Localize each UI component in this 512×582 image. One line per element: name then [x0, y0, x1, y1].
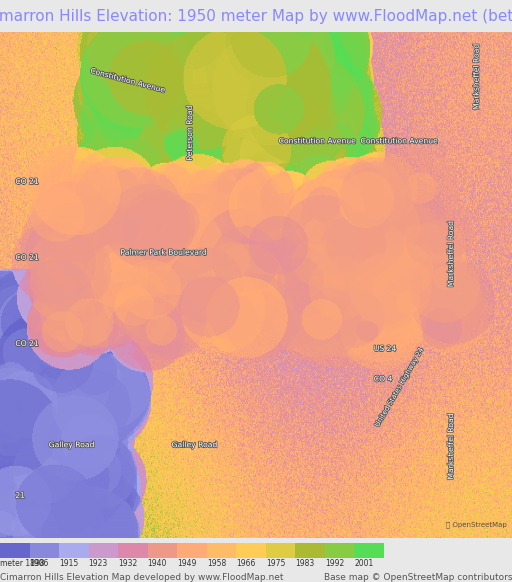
- Text: 1975: 1975: [266, 559, 285, 568]
- FancyBboxPatch shape: [266, 542, 295, 558]
- Text: Base map © OpenStreetMap contributors: Base map © OpenStreetMap contributors: [324, 573, 512, 582]
- Text: 1940: 1940: [147, 559, 167, 568]
- Text: Ⓜ OpenStreetMap: Ⓜ OpenStreetMap: [446, 521, 507, 528]
- Text: Cimarron Hills Elevation: 1950 meter Map by www.FloodMap.net (beta): Cimarron Hills Elevation: 1950 meter Map…: [0, 9, 512, 23]
- Text: US 24: US 24: [374, 344, 396, 353]
- Text: Constitution Avenue: Constitution Avenue: [90, 66, 166, 95]
- FancyBboxPatch shape: [207, 542, 237, 558]
- Text: Galley Road: Galley Road: [49, 440, 95, 449]
- Text: CO 21: CO 21: [15, 253, 38, 262]
- Text: Marksheffel Road: Marksheffel Road: [446, 413, 455, 480]
- FancyBboxPatch shape: [177, 542, 207, 558]
- Text: 1906: 1906: [30, 559, 49, 568]
- Text: meter 1898: meter 1898: [0, 559, 45, 568]
- FancyBboxPatch shape: [59, 542, 89, 558]
- Text: Palmer Park Boulevard: Palmer Park Boulevard: [120, 248, 207, 257]
- FancyBboxPatch shape: [0, 542, 30, 558]
- Text: Marksheffel Road: Marksheffel Road: [446, 221, 455, 287]
- FancyBboxPatch shape: [354, 542, 384, 558]
- FancyBboxPatch shape: [147, 542, 177, 558]
- Text: 1949: 1949: [177, 559, 197, 568]
- Text: Constitution Avenue: Constitution Avenue: [360, 136, 438, 146]
- Text: Peterson Road: Peterson Road: [185, 105, 194, 161]
- Text: 1915: 1915: [59, 559, 78, 568]
- Text: 2001: 2001: [354, 559, 374, 568]
- Text: Galley Road: Galley Road: [172, 440, 218, 449]
- Text: 1966: 1966: [237, 559, 255, 568]
- FancyBboxPatch shape: [89, 542, 118, 558]
- Text: 1983: 1983: [295, 559, 315, 568]
- FancyBboxPatch shape: [118, 542, 147, 558]
- Text: Marksheffel Road: Marksheffel Road: [472, 43, 481, 110]
- Text: Cimarron Hills Elevation Map developed by www.FloodMap.net: Cimarron Hills Elevation Map developed b…: [0, 573, 284, 582]
- FancyBboxPatch shape: [325, 542, 354, 558]
- Text: 1992: 1992: [325, 559, 344, 568]
- Text: United States Highway 24: United States Highway 24: [374, 346, 424, 428]
- Text: Constitution Avenue: Constitution Avenue: [279, 136, 356, 146]
- Text: 21: 21: [15, 491, 25, 500]
- Text: 1958: 1958: [207, 559, 226, 568]
- FancyBboxPatch shape: [30, 542, 59, 558]
- Text: CO 21: CO 21: [15, 339, 38, 348]
- Text: 1923: 1923: [89, 559, 108, 568]
- Text: 1932: 1932: [118, 559, 137, 568]
- Text: CO 4: CO 4: [374, 374, 392, 384]
- Text: CO 21: CO 21: [15, 177, 38, 186]
- FancyBboxPatch shape: [237, 542, 266, 558]
- FancyBboxPatch shape: [295, 542, 325, 558]
